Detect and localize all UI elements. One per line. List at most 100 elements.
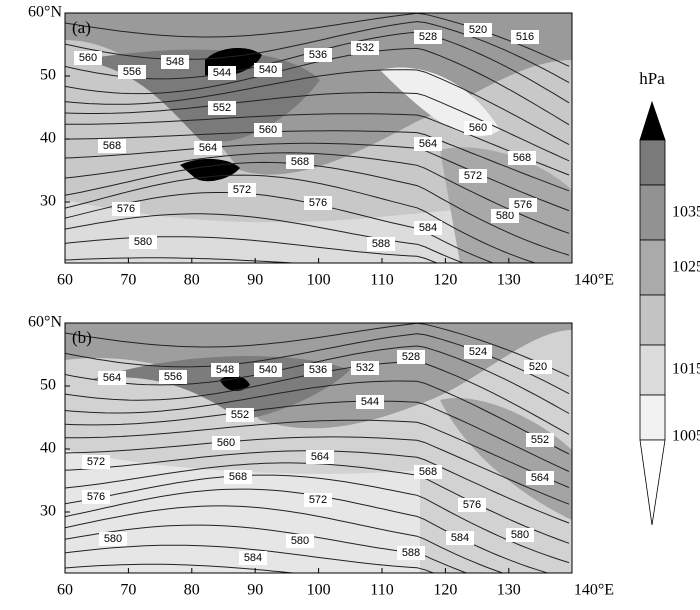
contour-line (65, 544, 435, 573)
contour-line (65, 380, 570, 455)
contour-label-box (509, 198, 537, 212)
contour-label-box (254, 363, 282, 377)
contour-label-box (118, 65, 146, 79)
contour-line (65, 213, 465, 263)
contour-label-box (212, 436, 240, 450)
contour-label: 572 (87, 456, 105, 468)
contour-label-box (464, 23, 492, 37)
y-top-label: 60°N (28, 314, 62, 331)
contour-label-box (161, 55, 189, 69)
x-tick-label: 130 (497, 582, 521, 599)
y-tick-label: 50 (40, 67, 56, 84)
contour-label: 556 (123, 66, 141, 78)
contour-label-box (74, 51, 102, 65)
colorbar-label: 1015 (672, 361, 700, 378)
contour-label: 576 (309, 197, 327, 209)
contour-label: 532 (356, 42, 374, 54)
colorbar-unit: hPa (639, 69, 665, 88)
x-tick-label: 80 (184, 582, 200, 599)
x-tick-label: 110 (370, 582, 393, 599)
panel-label: (a) (72, 18, 91, 37)
contour-label: 580 (496, 210, 514, 222)
contour-label: 536 (309, 49, 327, 61)
contour-label-box (491, 209, 519, 223)
contour-label-box (254, 63, 282, 77)
contour-label-box (524, 360, 552, 374)
contour-label: 584 (451, 532, 469, 544)
contour-label-box (208, 101, 236, 115)
contour-label-box (464, 121, 492, 135)
contour-label-box (98, 371, 126, 385)
contour-label-box (459, 169, 487, 183)
x-tick-label: 90 (247, 272, 263, 289)
contour-label-box (506, 528, 534, 542)
x-tick-label: 110 (370, 272, 393, 289)
contour-label: 556 (164, 371, 182, 383)
contour-label: 588 (402, 547, 420, 559)
x-tick-label: 90 (247, 582, 263, 599)
y-tick-label: 30 (40, 503, 56, 520)
contour-label-box (458, 498, 486, 512)
contour-label: 560 (469, 122, 487, 134)
x-tick-label: 130 (497, 272, 521, 289)
contour-label-box (239, 551, 267, 565)
contour-label: 516 (516, 31, 534, 43)
contour-label-box (446, 531, 474, 545)
colorbar-label: 1025 (672, 259, 700, 276)
contour-line (65, 323, 570, 377)
contour-label: 572 (464, 170, 482, 182)
contour-label-box (129, 235, 157, 249)
contour-label: 552 (531, 434, 549, 446)
contour-label-box (414, 30, 442, 44)
contour-line (65, 563, 299, 573)
contour-label-box (508, 151, 536, 165)
x-tick-label: 70 (120, 582, 136, 599)
x-tick-label: 80 (184, 272, 200, 289)
contour-label-box (306, 450, 334, 464)
contour-label-box (304, 493, 332, 507)
contour-label: 580 (104, 533, 122, 545)
contour-label-box (397, 546, 425, 560)
x-tick-label: 60 (57, 582, 73, 599)
contour-label-box (112, 202, 140, 216)
contour-label-box (526, 433, 554, 447)
contour-line (65, 161, 570, 256)
contour-label-box (286, 155, 314, 169)
contour-label: 548 (166, 56, 184, 68)
contour-label: 548 (216, 364, 234, 376)
colorbar (639, 100, 666, 526)
contour-line (65, 174, 537, 263)
contour-label-box (356, 395, 384, 409)
contour-label: 564 (311, 451, 329, 463)
contour-line (65, 69, 570, 146)
contour-label: 568 (229, 471, 247, 483)
contour-label: 520 (469, 24, 487, 36)
x-tick-label: 120 (433, 272, 457, 289)
contour-label-box (367, 237, 395, 251)
contour-line (65, 152, 570, 234)
contour-label-box (351, 361, 379, 375)
contour-label: 528 (419, 31, 437, 43)
contour-label-box (82, 455, 110, 469)
colorbar-label: 1035 (672, 204, 700, 221)
contour-label: 532 (356, 362, 374, 374)
contour-label: 584 (244, 552, 262, 564)
contour-line (65, 505, 504, 573)
contour-line (65, 436, 570, 505)
contour-label: 572 (309, 494, 327, 506)
contour-label: 564 (199, 142, 217, 154)
contour-label-box (414, 221, 442, 235)
contour-label-box (226, 408, 254, 422)
contour-label: 576 (117, 203, 135, 215)
contour-label: 564 (103, 372, 121, 384)
contour-label: 568 (419, 466, 437, 478)
contour-label: 540 (259, 64, 277, 76)
contour-label: 536 (309, 364, 327, 376)
contour-label: 560 (79, 52, 97, 64)
contour-label: 524 (469, 346, 487, 358)
contour-line (65, 113, 570, 176)
contour-label: 576 (463, 499, 481, 511)
contour-line (65, 21, 570, 84)
contour-label: 568 (513, 152, 531, 164)
